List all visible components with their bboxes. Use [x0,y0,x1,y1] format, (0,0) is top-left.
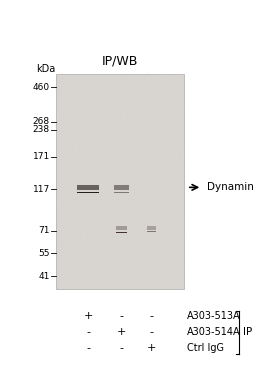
Text: A303-513A: A303-513A [187,311,240,321]
FancyBboxPatch shape [116,232,127,233]
Text: 268: 268 [33,117,50,126]
FancyBboxPatch shape [77,192,99,193]
Text: -: - [86,343,90,353]
FancyBboxPatch shape [77,192,99,193]
Text: +: + [117,327,126,337]
FancyBboxPatch shape [116,232,127,233]
FancyBboxPatch shape [77,192,99,193]
FancyBboxPatch shape [114,192,129,193]
Text: 171: 171 [33,152,50,161]
FancyBboxPatch shape [77,192,99,193]
FancyBboxPatch shape [77,192,99,193]
FancyBboxPatch shape [114,192,129,193]
FancyBboxPatch shape [116,226,127,230]
Text: -: - [120,343,124,353]
FancyBboxPatch shape [77,192,99,193]
Text: Ctrl IgG: Ctrl IgG [187,343,224,353]
FancyBboxPatch shape [116,232,127,233]
FancyBboxPatch shape [77,192,99,193]
FancyBboxPatch shape [116,232,127,233]
FancyBboxPatch shape [116,232,127,233]
FancyBboxPatch shape [77,192,99,193]
FancyBboxPatch shape [146,226,156,230]
Text: Dynamin 2: Dynamin 2 [207,183,256,192]
Text: +: + [146,343,156,353]
FancyBboxPatch shape [116,232,127,233]
FancyBboxPatch shape [77,185,99,190]
FancyBboxPatch shape [77,192,99,193]
Text: +: + [84,311,93,321]
FancyBboxPatch shape [116,232,127,233]
FancyBboxPatch shape [116,232,127,233]
FancyBboxPatch shape [114,192,129,193]
Text: -: - [149,327,153,337]
FancyBboxPatch shape [116,232,127,233]
FancyBboxPatch shape [114,192,129,193]
FancyBboxPatch shape [77,192,99,193]
FancyBboxPatch shape [114,192,129,193]
FancyBboxPatch shape [114,192,129,193]
Text: IP: IP [243,327,252,337]
Text: IP/WB: IP/WB [102,55,138,68]
FancyBboxPatch shape [114,191,129,192]
FancyBboxPatch shape [77,192,99,193]
Text: A303-514A: A303-514A [187,327,240,337]
Text: -: - [86,327,90,337]
FancyBboxPatch shape [77,192,99,193]
Text: kDa: kDa [36,64,55,73]
Text: -: - [149,311,153,321]
FancyBboxPatch shape [116,232,127,233]
FancyBboxPatch shape [114,191,129,192]
FancyBboxPatch shape [77,192,99,193]
Text: 55: 55 [38,249,50,257]
FancyBboxPatch shape [116,232,127,233]
Text: 117: 117 [33,185,50,194]
FancyBboxPatch shape [116,232,127,233]
Text: -: - [120,311,124,321]
FancyBboxPatch shape [77,192,99,193]
Text: 41: 41 [39,272,50,281]
Text: 460: 460 [33,83,50,92]
FancyBboxPatch shape [116,232,127,233]
Text: 71: 71 [38,226,50,235]
FancyBboxPatch shape [114,191,129,192]
Text: 238: 238 [33,125,50,134]
FancyBboxPatch shape [77,192,99,193]
FancyBboxPatch shape [77,192,99,193]
FancyBboxPatch shape [114,185,129,190]
FancyBboxPatch shape [77,192,99,193]
FancyBboxPatch shape [56,74,184,289]
FancyBboxPatch shape [77,192,99,193]
FancyBboxPatch shape [77,192,99,193]
FancyBboxPatch shape [116,232,127,233]
FancyBboxPatch shape [114,192,129,193]
FancyBboxPatch shape [116,232,127,233]
FancyBboxPatch shape [114,191,129,192]
FancyBboxPatch shape [77,192,99,193]
FancyBboxPatch shape [116,232,127,233]
FancyBboxPatch shape [114,192,129,193]
